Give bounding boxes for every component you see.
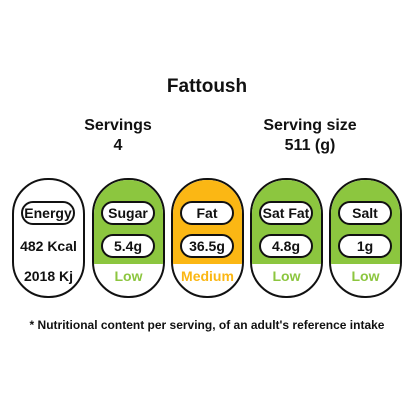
salt-label: Salt — [338, 201, 392, 225]
serving-size-value: 511 (g) — [284, 137, 336, 154]
sat-fat-level: Low — [272, 268, 301, 284]
fat-level: Medium — [181, 268, 234, 284]
sat-fat-label: Sat Fat — [259, 201, 313, 225]
sat-fat-value: 4.8g — [259, 234, 313, 258]
energy-kj: 2018 Kj — [23, 268, 74, 284]
fat-value: 36.5g — [180, 234, 234, 258]
servings-block: Servings 4 — [38, 116, 198, 156]
energy-card: Energy 482 Kcal 2018 Kj — [12, 178, 85, 298]
sugar-label: Sugar — [101, 201, 155, 225]
fat-card: Fat 36.5g Medium — [171, 178, 244, 298]
servings-value: 4 — [113, 137, 123, 154]
energy-kcal: 482 Kcal — [20, 238, 77, 254]
recipe-title: Fattoush — [166, 76, 248, 97]
serving-size-block: Serving size 511 (g) — [230, 116, 390, 156]
sugar-card: Sugar 5.4g Low — [92, 178, 165, 298]
salt-card: Salt 1g Low — [329, 178, 402, 298]
salt-value: 1g — [338, 234, 392, 258]
energy-label: Energy — [21, 201, 75, 225]
sugar-value: 5.4g — [101, 234, 155, 258]
sugar-level: Low — [114, 268, 143, 284]
servings-label: Servings — [84, 117, 152, 134]
footnote: * Nutritional content per serving, of an… — [29, 318, 385, 332]
salt-level: Low — [351, 268, 380, 284]
sat-fat-card: Sat Fat 4.8g Low — [250, 178, 323, 298]
fat-label: Fat — [180, 201, 234, 225]
serving-size-label: Serving size — [263, 117, 357, 134]
